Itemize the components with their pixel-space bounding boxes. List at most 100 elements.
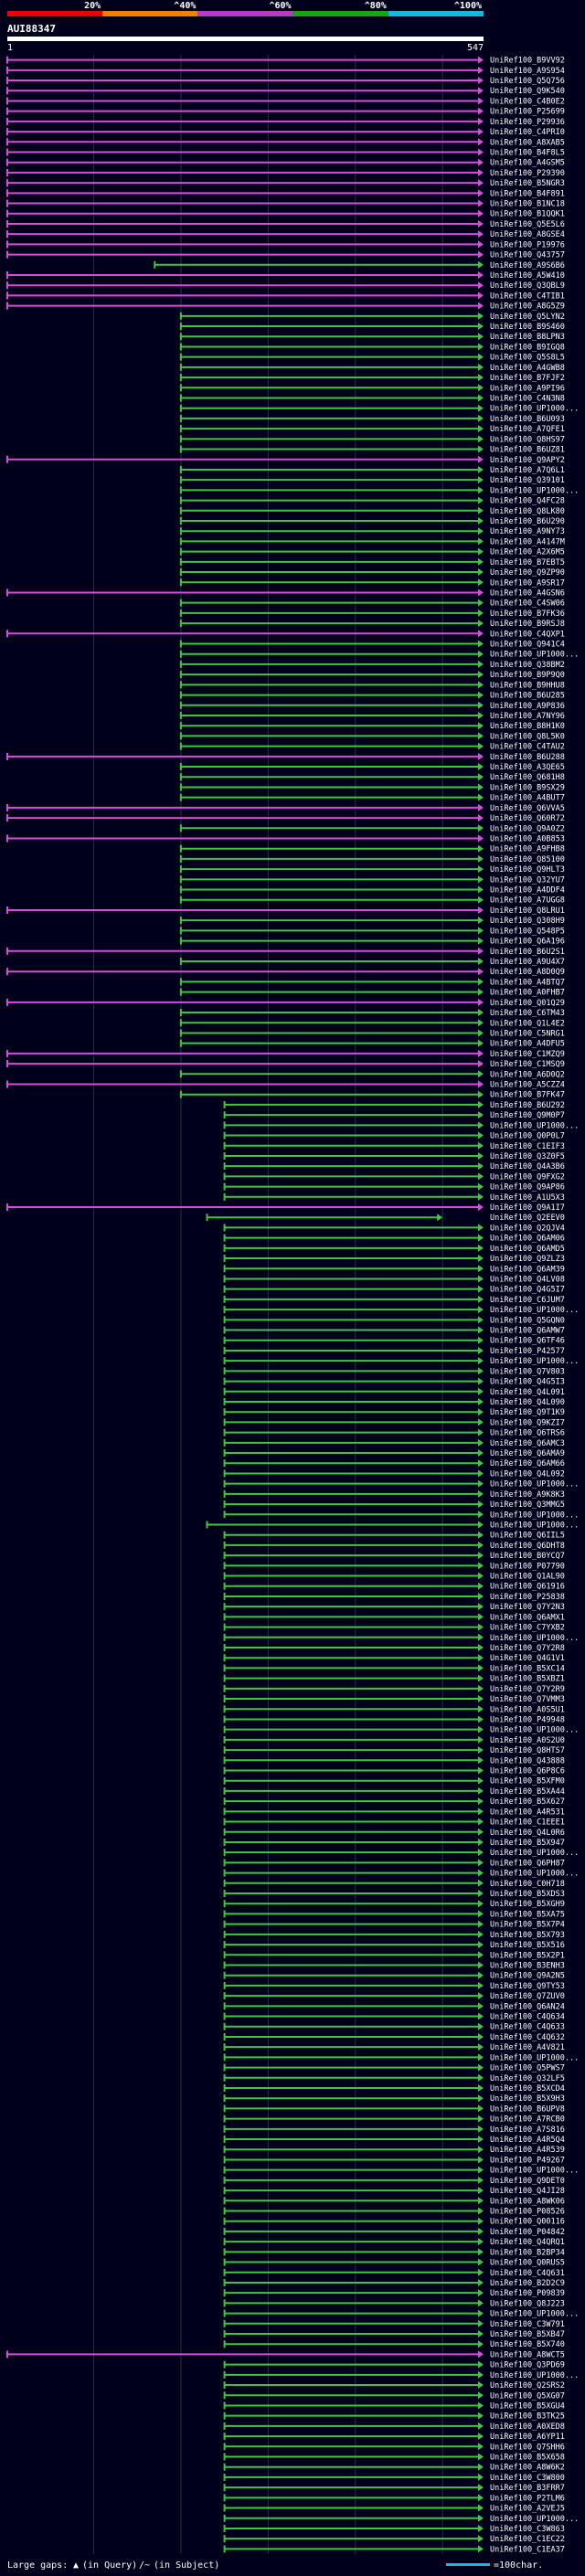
hit-label[interactable]: UniRef100_B6U288	[490, 753, 565, 762]
hit-label[interactable]: UniRef100_Q9A2N5	[490, 1972, 565, 1981]
hit-row[interactable]: UniRef100_B5XC14	[223, 1664, 565, 1673]
hit-label[interactable]: UniRef100_Q2EEV0	[490, 1214, 565, 1223]
hit-row[interactable]: UniRef100_B1NC18	[6, 199, 565, 209]
hit-label[interactable]: UniRef100_C3W800	[490, 2474, 565, 2483]
hit-label[interactable]: UniRef100_Q681H8	[490, 773, 565, 782]
hit-label[interactable]: UniRef100_A9SR17	[490, 578, 565, 588]
hit-label[interactable]: UniRef100_B2BP34	[490, 2248, 565, 2257]
hit-row[interactable]: UniRef100_C1MZQ9	[6, 1049, 565, 1059]
hit-row[interactable]: UniRef100_Q6AM06	[223, 1234, 565, 1244]
hit-label[interactable]: UniRef100_Q9T1K9	[490, 1408, 565, 1417]
hit-label[interactable]: UniRef100_Q3MMG5	[490, 1500, 565, 1510]
hit-label[interactable]: UniRef100_B5X516	[490, 1941, 565, 1950]
hit-label[interactable]: UniRef100_B4F8L5	[490, 148, 565, 157]
hit-row[interactable]: UniRef100_A9SR17	[179, 578, 565, 588]
hit-row[interactable]: UniRef100_B3ENH3	[223, 1961, 565, 1970]
hit-row[interactable]: UniRef100_Q8L5K0	[179, 732, 565, 741]
hit-row[interactable]: UniRef100_Q4L090	[223, 1397, 565, 1407]
hit-row[interactable]: UniRef100_Q5LYN2	[179, 312, 565, 322]
hit-row[interactable]: UniRef100_B7FJF2	[179, 374, 565, 383]
hit-label[interactable]: UniRef100_A0S5U1	[490, 1705, 565, 1714]
hit-label[interactable]: UniRef100_P04842	[490, 2228, 565, 2237]
hit-label[interactable]: UniRef100_Q32LF5	[490, 2074, 565, 2083]
hit-row[interactable]: UniRef100_UP1000...	[223, 1306, 580, 1315]
hit-row[interactable]: UniRef100_Q3QBL9	[6, 281, 565, 291]
hit-row[interactable]: UniRef100_A2VEJ5	[223, 2504, 565, 2514]
hit-label[interactable]: UniRef100_B5X658	[490, 2454, 565, 2463]
hit-row[interactable]: UniRef100_P19976	[6, 240, 565, 249]
hit-label[interactable]: UniRef100_A4DDF4	[490, 886, 565, 896]
hit-label[interactable]: UniRef100_B5X2P1	[490, 1951, 565, 1960]
hit-row[interactable]: UniRef100_B6UZ81	[179, 445, 565, 455]
hit-row[interactable]: UniRef100_B9SX29	[179, 783, 565, 792]
hit-row[interactable]: UniRef100_Q681H8	[179, 773, 565, 782]
hit-row[interactable]: UniRef100_B7FK47	[179, 1090, 565, 1100]
hit-label[interactable]: UniRef100_C4SW06	[490, 599, 565, 609]
hit-row[interactable]: UniRef100_Q60R72	[6, 814, 565, 823]
hit-row[interactable]: UniRef100_Q5GQN0	[223, 1316, 565, 1325]
hit-row[interactable]: UniRef100_Q32LF5	[223, 2073, 565, 2083]
hit-row[interactable]: UniRef100_Q6AMW7	[223, 1326, 565, 1336]
hit-label[interactable]: UniRef100_P08526	[490, 2207, 565, 2216]
hit-row[interactable]: UniRef100_C4PRI0	[6, 128, 565, 137]
hit-label[interactable]: UniRef100_Q6IIL5	[490, 1532, 565, 1541]
hit-label[interactable]: UniRef100_B5X793	[490, 1931, 565, 1940]
hit-row[interactable]: UniRef100_Q4L092	[223, 1469, 565, 1479]
hit-label[interactable]: UniRef100_Q9APY2	[490, 456, 565, 465]
hit-row[interactable]: UniRef100_C3W791	[223, 2319, 565, 2329]
hit-label[interactable]: UniRef100_Q2SRS2	[490, 2381, 565, 2390]
hit-row[interactable]: UniRef100_P04842	[223, 2227, 565, 2237]
hit-row[interactable]: UniRef100_A7UGG8	[179, 896, 565, 906]
hit-label[interactable]: UniRef100_B5X740	[490, 2340, 565, 2349]
hit-row[interactable]: UniRef100_A9K8K3	[223, 1489, 565, 1500]
hit-label[interactable]: UniRef100_A8W6K2	[490, 2464, 565, 2473]
hit-label[interactable]: UniRef100_B6UZ81	[490, 446, 565, 455]
hit-row[interactable]: UniRef100_B9VV92	[6, 56, 565, 66]
hit-row[interactable]: UniRef100_B2BP34	[223, 2248, 565, 2257]
hit-label[interactable]: UniRef100_A4DFU5	[490, 1040, 565, 1049]
hit-label[interactable]: UniRef100_P19976	[490, 240, 565, 249]
hit-label[interactable]: UniRef100_UP1000...	[490, 651, 579, 660]
hit-label[interactable]: UniRef100_C3W863	[490, 2525, 565, 2534]
hit-row[interactable]: UniRef100_C5NRG1	[179, 1029, 565, 1038]
hit-label[interactable]: UniRef100_P49267	[490, 2156, 565, 2165]
hit-row[interactable]: UniRef100_B5XBZ1	[223, 1674, 565, 1684]
hit-label[interactable]: UniRef100_Q3Z0F5	[490, 1152, 565, 1161]
hit-row[interactable]: UniRef100_A5W410	[6, 270, 565, 281]
hit-label[interactable]: UniRef100_P25699	[490, 108, 565, 117]
hit-row[interactable]: UniRef100_B5XFM0	[223, 1776, 565, 1786]
hit-row[interactable]: UniRef100_B5XA75	[223, 1910, 565, 1919]
hit-row[interactable]: UniRef100_UP1000...	[223, 1121, 580, 1130]
hit-label[interactable]: UniRef100_A9FHB8	[490, 845, 565, 854]
hit-label[interactable]: UniRef100_C4TIB1	[490, 292, 565, 301]
hit-label[interactable]: UniRef100_A8XAB5	[490, 138, 565, 147]
hit-row[interactable]: UniRef100_A8WCT5	[6, 2350, 565, 2359]
hit-label[interactable]: UniRef100_P49948	[490, 1715, 565, 1724]
hit-row[interactable]: UniRef100_UP1000...	[223, 1870, 580, 1879]
hit-row[interactable]: UniRef100_Q6TF46	[223, 1336, 565, 1346]
hit-label[interactable]: UniRef100_C4Q631	[490, 2269, 565, 2278]
hit-label[interactable]: UniRef100_Q7Y2N3	[490, 1603, 565, 1612]
hit-row[interactable]: UniRef100_A4DDF4	[179, 885, 565, 896]
hit-label[interactable]: UniRef100_C7YXB2	[490, 1624, 565, 1633]
hit-row[interactable]: UniRef100_Q6AMC3	[223, 1438, 565, 1448]
hit-label[interactable]: UniRef100_Q9HLT3	[490, 865, 565, 875]
hit-label[interactable]: UniRef100_A7RCB0	[490, 2115, 565, 2125]
hit-row[interactable]: UniRef100_UP1000...	[223, 2514, 580, 2524]
hit-label[interactable]: UniRef100_B7FK36	[490, 610, 565, 619]
hit-label[interactable]: UniRef100_A9K8K3	[490, 1490, 565, 1500]
hit-row[interactable]: UniRef100_A6D0Q2	[179, 1070, 565, 1079]
hit-label[interactable]: UniRef100_A7NY96	[490, 712, 565, 721]
hit-row[interactable]: UniRef100_Q6AMA9	[223, 1449, 565, 1458]
hit-label[interactable]: UniRef100_B3TK25	[490, 2412, 565, 2422]
hit-label[interactable]: UniRef100_UP1000...	[490, 2310, 579, 2319]
hit-row[interactable]: UniRef100_B3TK25	[223, 2412, 565, 2422]
hit-label[interactable]: UniRef100_Q308H9	[490, 917, 565, 926]
hit-row[interactable]: UniRef100_Q2QJV4	[223, 1224, 565, 1233]
hit-label[interactable]: UniRef100_Q4QRQ1	[490, 2238, 565, 2247]
hit-label[interactable]: UniRef100_B7EBT5	[490, 558, 565, 567]
hit-label[interactable]: UniRef100_Q8HTS7	[490, 1746, 565, 1755]
hit-row[interactable]: UniRef100_Q548P5	[179, 927, 565, 936]
hit-label[interactable]: UniRef100_Q6AN24	[490, 2002, 565, 2011]
hit-label[interactable]: UniRef100_Q9TY53	[490, 1982, 565, 1991]
